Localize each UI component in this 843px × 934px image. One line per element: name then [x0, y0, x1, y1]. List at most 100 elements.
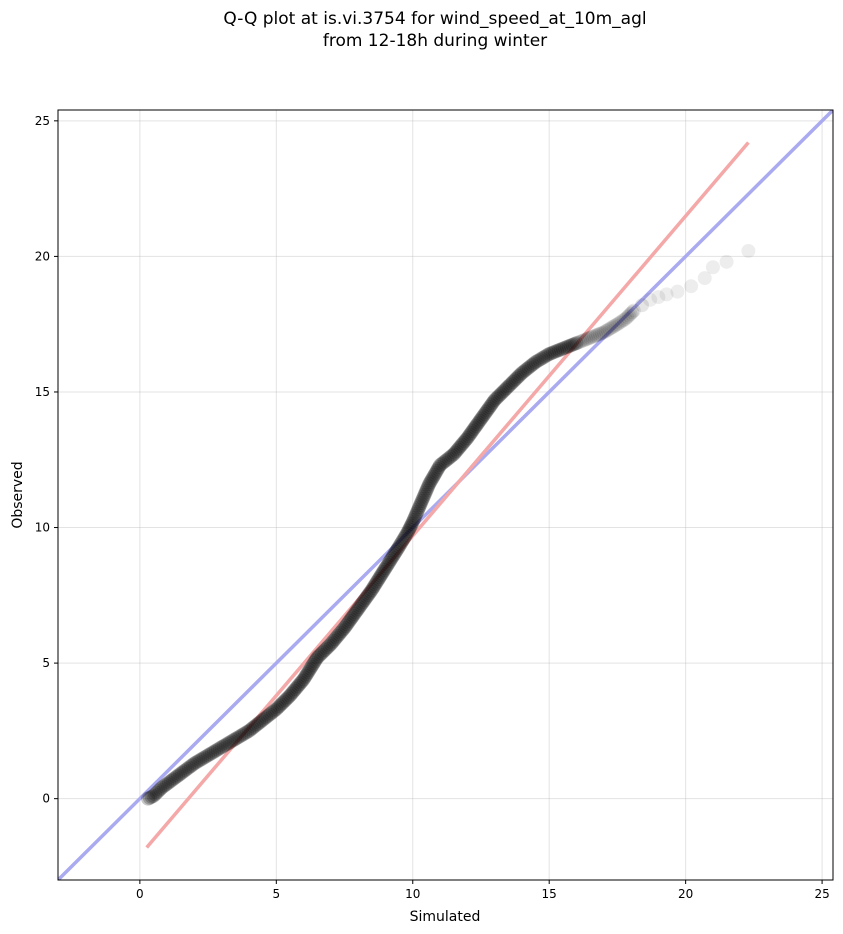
- y-tick-label: 20: [35, 249, 50, 263]
- data-point: [287, 683, 302, 698]
- data-point: [392, 539, 407, 554]
- data-point: [544, 346, 559, 361]
- data-point: [573, 334, 588, 349]
- data-point: [311, 649, 326, 664]
- data-point: [534, 351, 549, 366]
- data-point: [329, 630, 344, 645]
- data-point: [151, 784, 166, 799]
- data-point: [172, 767, 187, 782]
- data-point: [449, 444, 464, 459]
- data-point: [342, 613, 357, 628]
- data-point: [457, 434, 472, 449]
- data-point: [502, 378, 517, 393]
- data-point: [403, 518, 418, 533]
- data-point: [741, 243, 756, 258]
- data-point: [546, 345, 561, 360]
- data-point: [433, 458, 448, 473]
- data-point: [270, 700, 285, 715]
- data-point: [485, 396, 500, 411]
- data-point: [413, 498, 428, 513]
- data-point: [373, 568, 388, 583]
- data-point: [255, 713, 270, 728]
- data-point: [365, 581, 380, 596]
- data-point: [195, 751, 210, 766]
- data-point: [154, 780, 169, 795]
- data-point: [395, 533, 410, 548]
- axis-ticks: 0 5 10 15 20 25 0 5 10 15 20 25: [35, 114, 830, 901]
- data-point: [356, 594, 371, 609]
- data-point: [226, 733, 241, 748]
- data-point: [278, 693, 293, 708]
- data-point: [309, 652, 324, 667]
- data-point: [403, 520, 418, 535]
- data-point: [300, 666, 315, 681]
- data-point: [358, 591, 373, 606]
- data-point: [526, 356, 541, 371]
- data-point: [291, 678, 306, 693]
- data-point: [214, 740, 229, 755]
- data-point: [401, 524, 416, 539]
- data-point: [310, 650, 325, 665]
- data-point: [495, 385, 510, 400]
- data-point: [452, 440, 467, 455]
- data-point: [346, 608, 361, 623]
- data-point: [423, 475, 438, 490]
- data-point: [470, 417, 485, 432]
- x-axis-label: Simulated: [410, 909, 481, 925]
- data-point: [352, 600, 367, 615]
- data-point: [465, 424, 480, 439]
- data-point: [577, 333, 592, 348]
- data-point: [453, 439, 468, 454]
- x-tick-label: 0: [136, 887, 144, 901]
- data-point: [372, 570, 387, 585]
- x-tick-label: 10: [405, 887, 420, 901]
- y-tick-label: 0: [42, 792, 50, 806]
- data-point: [559, 340, 574, 355]
- data-point: [375, 566, 390, 581]
- x-tick-label: 25: [814, 887, 829, 901]
- data-point: [248, 718, 263, 733]
- data-point: [511, 369, 526, 384]
- data-point: [499, 381, 514, 396]
- data-point: [476, 408, 491, 423]
- data-point: [284, 687, 299, 702]
- data-point: [429, 463, 444, 478]
- data-point: [420, 481, 435, 496]
- data-point: [444, 448, 459, 463]
- y-tick-label: 15: [35, 385, 50, 399]
- data-point: [204, 745, 219, 760]
- data-point: [242, 723, 257, 738]
- data-point: [528, 355, 543, 370]
- data-point: [377, 563, 392, 578]
- data-point: [626, 303, 641, 318]
- data-point: [430, 461, 445, 476]
- data-point: [487, 393, 502, 408]
- data-point: [293, 675, 308, 690]
- data-point: [454, 437, 469, 452]
- data-point: [191, 754, 206, 769]
- data-point: [370, 573, 385, 588]
- plot-frame: [57, 109, 834, 881]
- data-point: [302, 663, 317, 678]
- data-point: [187, 756, 202, 771]
- data-point: [417, 487, 432, 502]
- data-point: [289, 680, 304, 695]
- y-tick-label: 25: [35, 114, 50, 128]
- data-point: [587, 329, 602, 344]
- data-point: [199, 749, 214, 764]
- data-point: [384, 552, 399, 567]
- data-point: [480, 403, 495, 418]
- data-point: [367, 579, 382, 594]
- data-point: [516, 364, 531, 379]
- data-point: [238, 726, 253, 741]
- data-point: [341, 615, 356, 630]
- data-point: [174, 765, 189, 780]
- data-point: [410, 504, 425, 519]
- data-point: [481, 401, 496, 416]
- data-point: [404, 516, 419, 531]
- data-point: [521, 360, 536, 375]
- data-point: [407, 510, 422, 525]
- data-point: [600, 323, 615, 337]
- data-point: [555, 341, 570, 356]
